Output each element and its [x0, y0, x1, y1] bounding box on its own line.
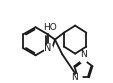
Text: N: N — [44, 43, 51, 53]
Text: N: N — [79, 50, 86, 59]
Text: HO: HO — [43, 23, 56, 32]
Text: N: N — [70, 73, 77, 82]
